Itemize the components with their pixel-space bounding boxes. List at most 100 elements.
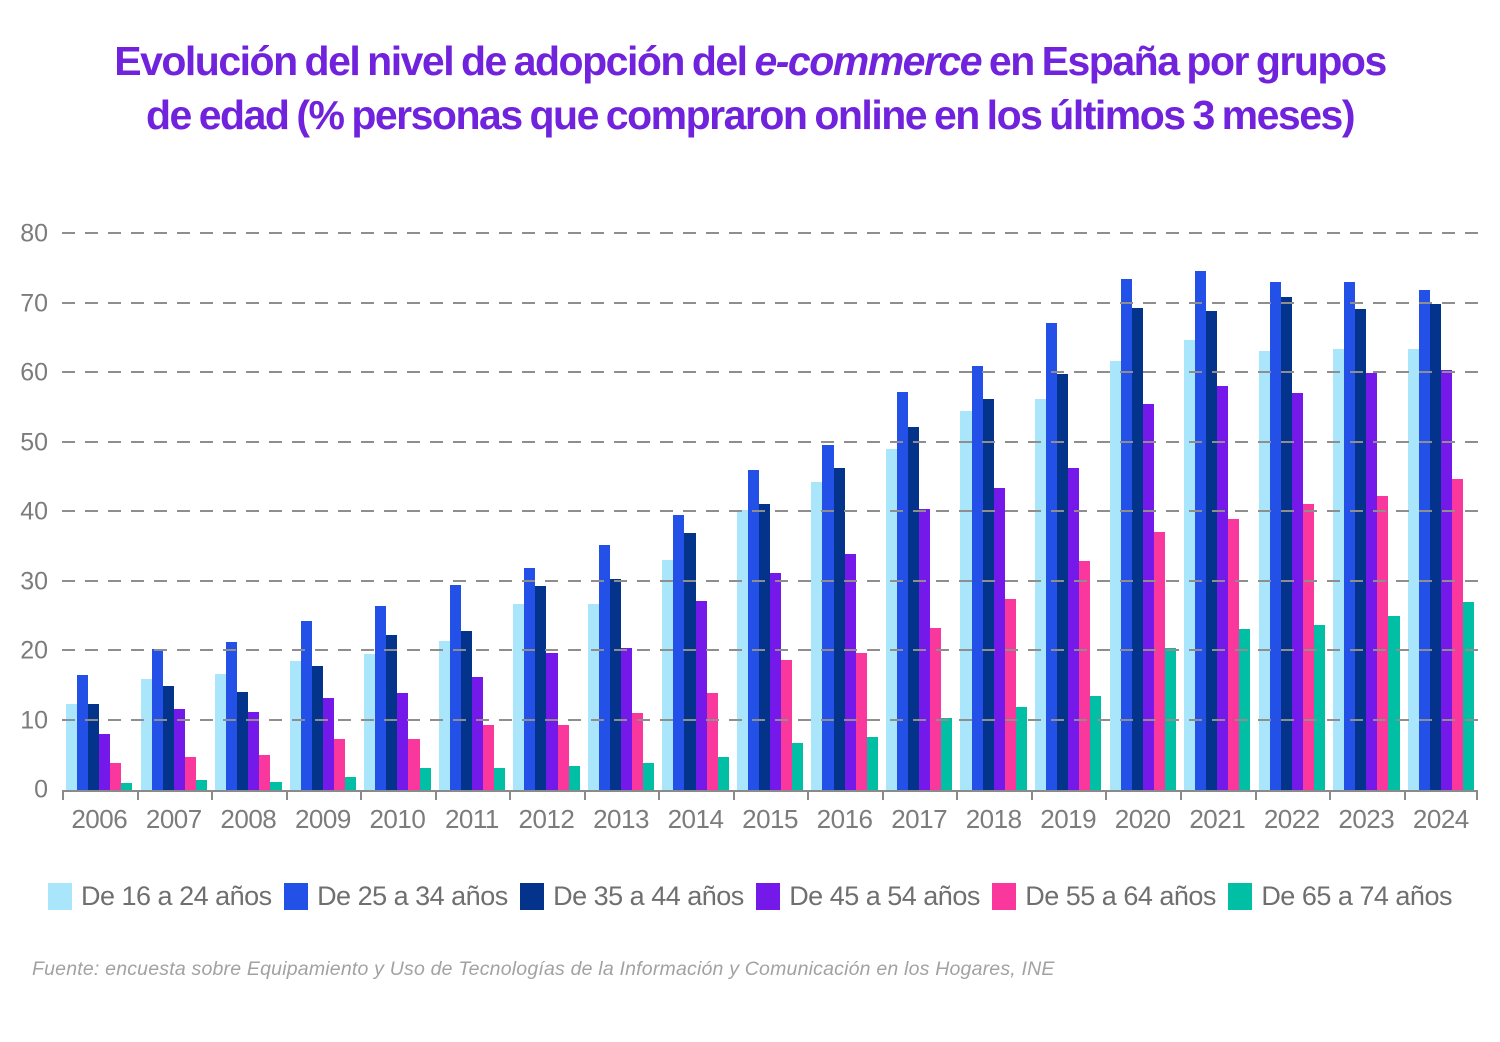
bars-2019 [1035,234,1102,790]
x-tick-label-2012: 2012 [518,804,575,834]
bar-2006-de-25-a-34-años [77,674,89,790]
bar-2009-de-35-a-44-años [311,665,323,790]
legend-item-de-16-a-24-años: De 16 a 24 años [48,881,272,912]
x-tick-label-2015: 2015 [742,804,798,834]
legend-swatch-icon [520,883,545,910]
bars-2009 [289,234,357,790]
bar-2018-de-55-a-64-años [1004,598,1016,790]
bar-2014-de-45-a-54-años [695,600,707,790]
bar-2011-de-45-a-54-años [471,676,483,790]
bar-2021-de-16-a-24-años [1184,340,1196,790]
bar-2016-de-25-a-34-años [822,445,834,790]
bar-2016-de-16-a-24-años [811,482,823,790]
x-tick-label-2010: 2010 [369,804,426,834]
bar-2019-de-55-a-64-años [1079,561,1091,790]
bar-2008-de-45-a-54-años [248,712,260,790]
bars-2017 [885,234,953,790]
x-tick-label-2020: 2020 [1114,804,1171,834]
bar-2019-de-45-a-54-años [1068,467,1080,790]
bar-2015-de-25-a-34-años [747,470,759,790]
bar-2022-de-55-a-64-años [1302,503,1314,790]
bar-2015-de-55-a-64-años [781,660,793,790]
legend: De 16 a 24 años De 25 a 34 años De 35 a 44… [48,881,1452,912]
legend-swatch-icon [1228,883,1253,910]
bar-2006-de-45-a-54-años [99,734,111,790]
y-tick-label-40: 40 [20,497,48,526]
bar-2022-de-35-a-44-años [1280,296,1292,790]
bar-2019-de-35-a-44-años [1057,374,1069,790]
x-tick-label-2017: 2017 [891,804,948,834]
bar-2023-de-55-a-64-años [1377,496,1389,790]
plot-area: 0 10 20 30 40 50 60 70 80 [20,221,1479,802]
bar-2022-de-45-a-54-años [1291,393,1303,790]
legend-label: De 55 a 64 años [1025,881,1216,911]
bar-2016-de-65-a-74-años [866,736,878,790]
bars-2015 [736,234,804,790]
bar-2024-de-65-a-74-años [1462,602,1475,790]
bar-2007-de-16-a-24-años [140,678,152,790]
source-note: Fuente: encuesta sobre Equipamiento y Us… [32,958,1055,980]
bar-2006-de-35-a-44-años [88,703,100,790]
y-tick-label-30: 30 [20,567,48,595]
bar-group-2011 [434,234,510,800]
bar-2013-de-55-a-64-años [632,712,644,790]
x-tick-label-2008: 2008 [220,804,277,834]
y-tick-label-70: 70 [20,289,48,317]
bar-2008-de-65-a-74-años [270,781,282,790]
bar-2018-de-35-a-44-años [982,398,994,790]
bars-2021 [1184,234,1251,790]
legend-label: De 25 a 34 años [317,881,508,911]
legend-item-de-65-a-74-años: De 65 a 74 años [1228,881,1452,912]
bar-2013-de-65-a-74-años [643,762,655,790]
x-axis-line [62,790,1478,792]
bars-2024 [1407,234,1475,790]
bar-2007-de-35-a-44-años [162,685,174,790]
bar-2012-de-25-a-34-años [524,567,536,790]
x-tick-label-2019: 2019 [1040,804,1097,834]
bar-2011-de-16-a-24-años [438,640,450,790]
gridline-20 [62,649,1478,651]
bar-2020-de-16-a-24-años [1109,360,1121,790]
bar-group-2016 [807,234,882,800]
gridline-60 [62,371,1478,373]
x-tick-label-2007: 2007 [145,804,202,834]
bar-2018-de-45-a-54-años [993,487,1005,790]
gridline-10 [62,718,1478,721]
bar-group-2024 [1403,234,1479,800]
bars-2020 [1109,234,1176,790]
bar-2006-de-16-a-24-años [66,703,78,790]
x-tick-label-2024: 2024 [1412,804,1469,834]
bars-2018 [960,234,1027,790]
bars-2008 [215,234,282,790]
bar-group-2019 [1030,234,1106,800]
bar-2017-de-35-a-44-años [908,427,920,790]
bar-2021-de-45-a-54-años [1217,386,1229,790]
bar-group-2012 [509,234,584,800]
title-italic-word: e-commerce [754,38,982,84]
bars-2011 [438,234,506,790]
bar-2011-de-25-a-34-años [449,584,461,790]
bar-2009-de-25-a-34-años [300,621,312,790]
bar-group-2006 [62,234,137,800]
bar-2024-de-16-a-24-años [1407,348,1419,790]
bar-2016-de-45-a-54-años [844,553,856,790]
legend-swatch-icon [756,883,781,910]
bar-group-2020 [1105,234,1180,800]
x-tick-label-2009: 2009 [294,804,351,834]
bar-2023-de-35-a-44-años [1355,309,1367,790]
bar-2010-de-25-a-34-años [375,605,387,790]
legend-item-de-25-a-34-años: De 25 a 34 años [284,881,508,912]
bars-2007 [140,234,207,790]
bar-2018-de-25-a-34-años [971,366,983,790]
legend-item-de-55-a-64-años: De 55 a 64 años [992,881,1216,912]
legend-label: De 45 a 54 años [789,881,980,911]
bar-2012-de-16-a-24-años [513,603,525,790]
gridline-40 [62,510,1478,512]
x-tick-label-2006: 2006 [71,804,128,834]
bar-2024-de-35-a-44-años [1429,304,1441,790]
chart-title: Evolución del nivel de adopción del e-co… [0,34,1500,142]
bar-group-2014 [658,234,733,800]
bar-2009-de-16-a-24-años [289,660,301,790]
y-tick-label-60: 60 [20,358,48,387]
y-tick-label-10: 10 [20,706,48,734]
